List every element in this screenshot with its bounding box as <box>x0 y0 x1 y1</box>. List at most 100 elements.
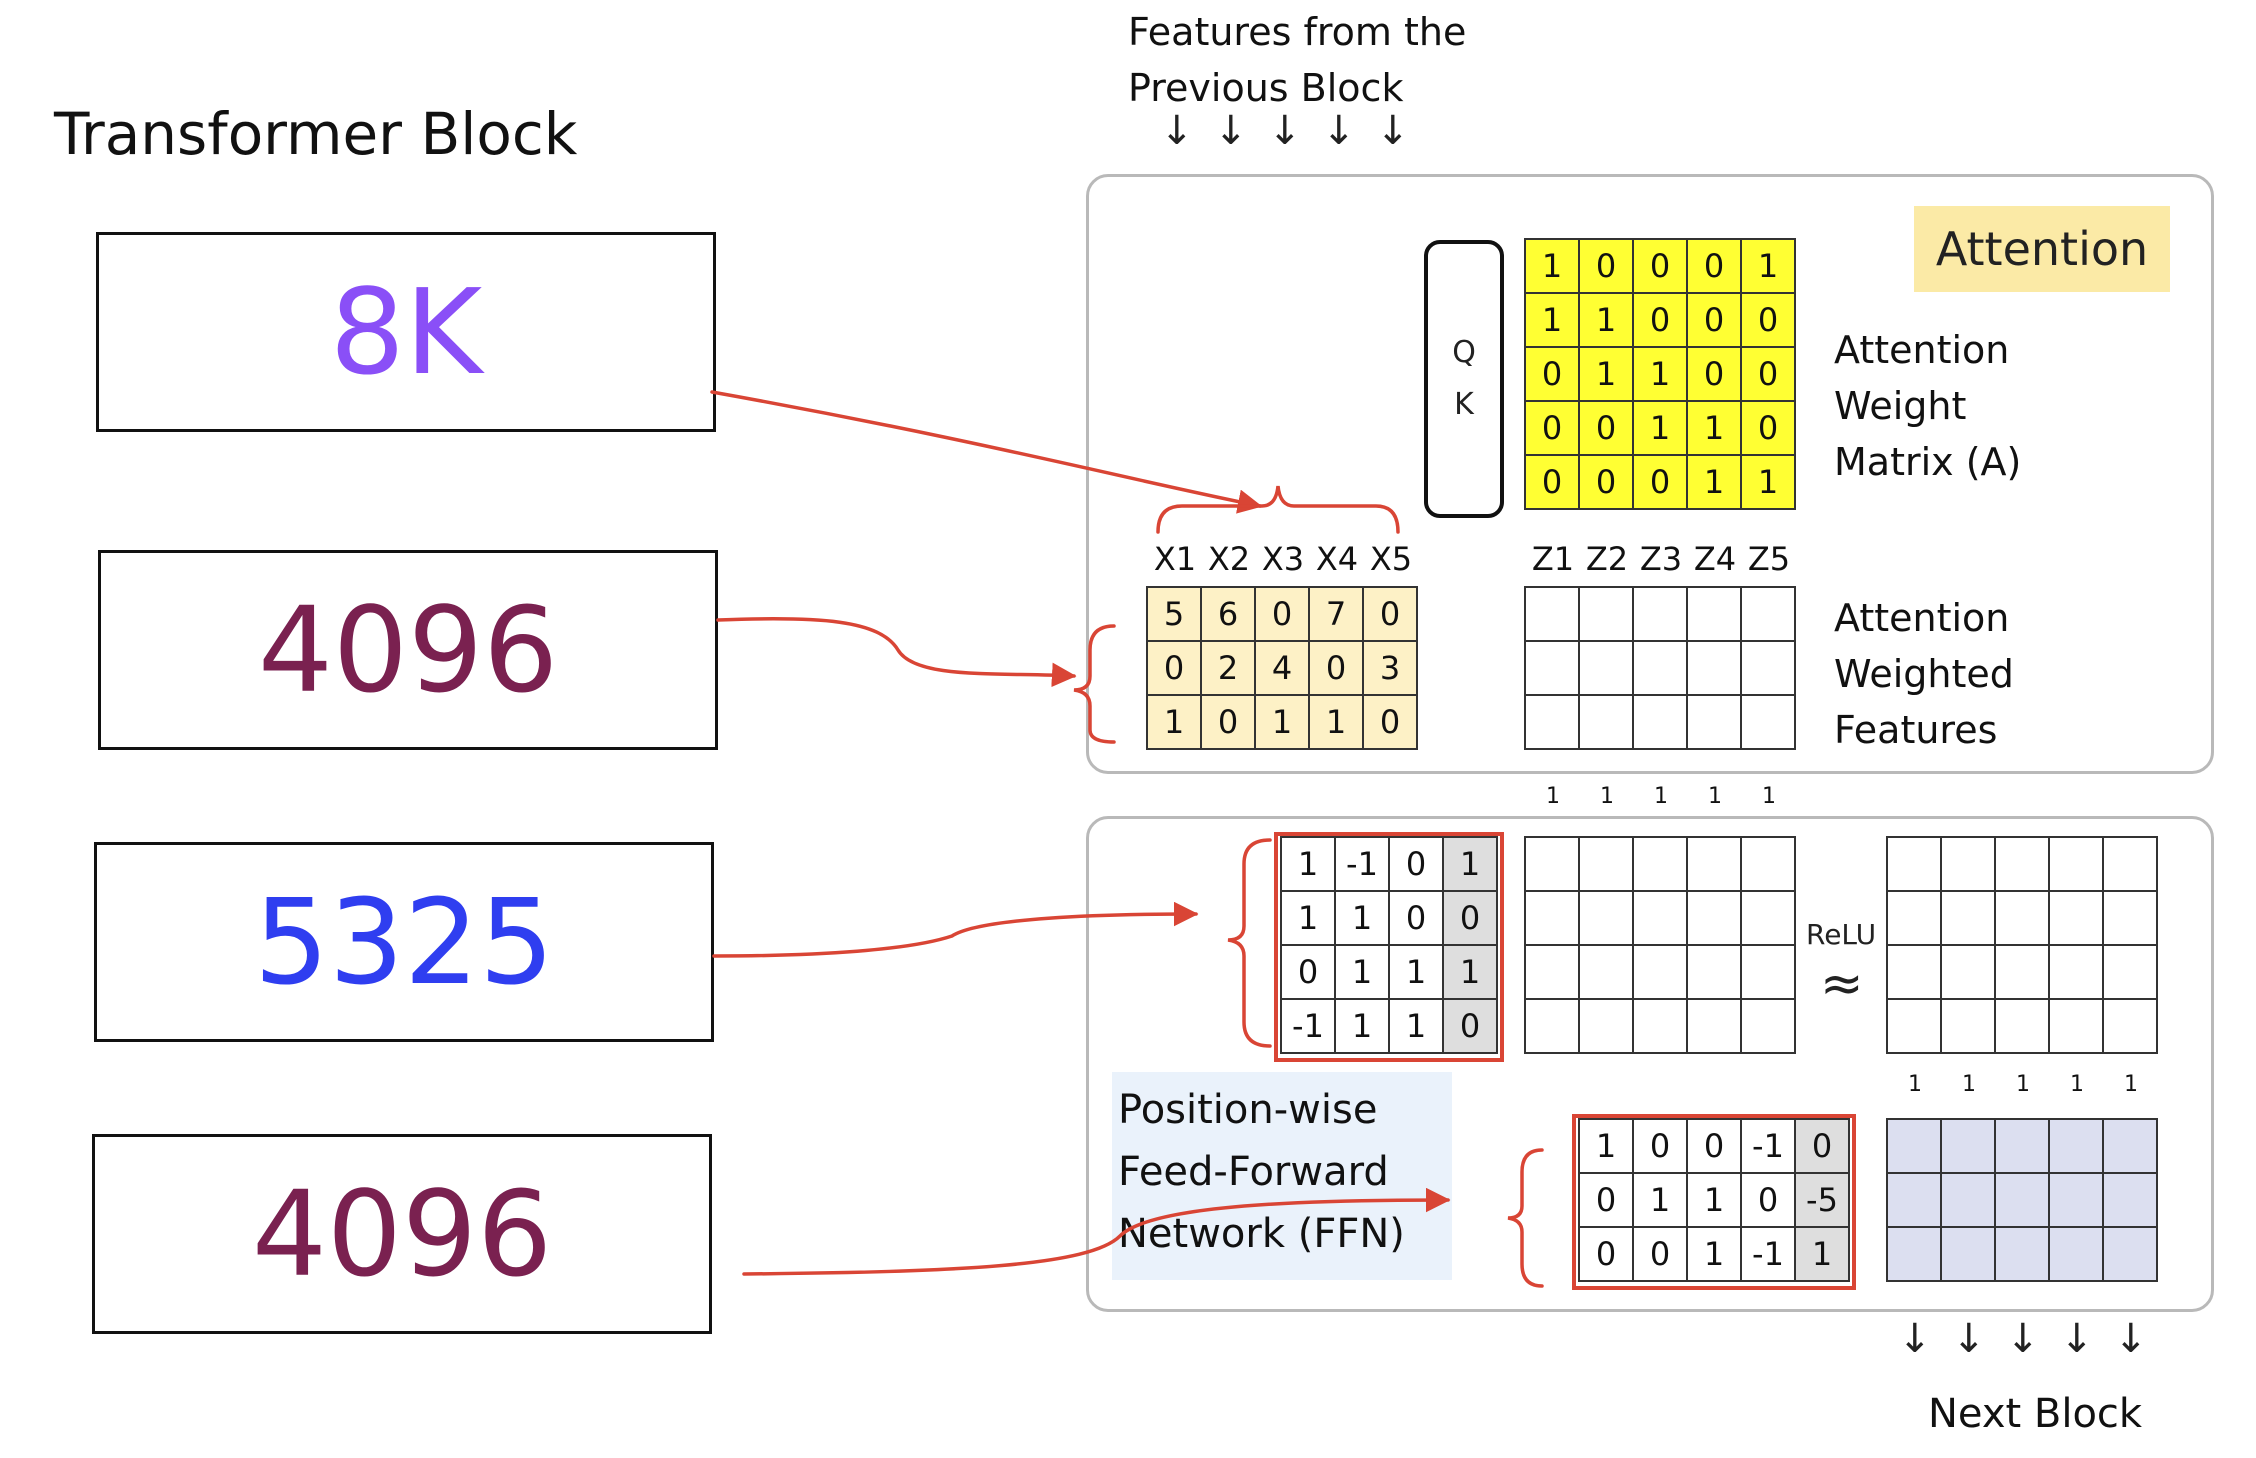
value-box-3: 5325 <box>94 842 714 1042</box>
matrix-cell: 1 <box>1336 892 1390 946</box>
empty-cell <box>1888 838 1942 892</box>
empty-cell <box>1634 1000 1688 1054</box>
column-header: Z4 <box>1693 540 1737 578</box>
matrix-cell: 0 <box>1364 696 1418 750</box>
ffn-weight-matrix-1-outline <box>1274 832 1504 1062</box>
empty-cell <box>1942 838 1996 892</box>
column-header: X4 <box>1315 540 1359 578</box>
matrix-cell: 0 <box>1634 294 1688 348</box>
qk-block: Q K <box>1424 240 1504 518</box>
empty-cell <box>1688 588 1742 642</box>
empty-cell <box>1888 892 1942 946</box>
matrix-cell: 1 <box>1634 348 1688 402</box>
input-label-line-2: Previous Block <box>1128 66 1404 110</box>
input-arrow-icon: ↓ <box>1376 108 1410 154</box>
matrix-cell: 1 <box>1580 348 1634 402</box>
ones-value: 1 <box>1600 784 1614 809</box>
matrix-cell: 0 <box>1742 294 1796 348</box>
features-label-line-1: Attention <box>1834 596 2010 640</box>
empty-cell <box>1634 838 1688 892</box>
empty-cell <box>2104 1228 2158 1282</box>
matrix-cell: 0 <box>1634 456 1688 510</box>
empty-cell <box>1634 946 1688 1000</box>
matrix-cell: -1 <box>1742 1120 1796 1174</box>
empty-cell <box>1526 838 1580 892</box>
matrix-cell: 1 <box>1390 1000 1444 1054</box>
matrix-cell: 0 <box>1688 240 1742 294</box>
matrix-cell: 0 <box>1742 1174 1796 1228</box>
matrix-cell: 1 <box>1688 402 1742 456</box>
matrix-cell: 4 <box>1256 642 1310 696</box>
empty-cell <box>2104 1120 2158 1174</box>
ones-value: 1 <box>1708 784 1722 809</box>
matrix-cell: 0 <box>1364 588 1418 642</box>
value-box-4: 4096 <box>92 1134 712 1334</box>
empty-cell <box>1688 892 1742 946</box>
matrix-cell: 0 <box>1688 348 1742 402</box>
input-label-line-1: Features from the <box>1128 10 1467 54</box>
empty-cell <box>1580 642 1634 696</box>
ones-value: 1 <box>1762 784 1776 809</box>
output-label: Next Block <box>1928 1391 2143 1437</box>
empty-cell <box>1634 892 1688 946</box>
ones-value: 1 <box>1546 784 1560 809</box>
value-box-2: 4096 <box>98 550 718 750</box>
matrix-cell: 7 <box>1310 588 1364 642</box>
matrix-cell: 5 <box>1148 588 1202 642</box>
matrix-cell: 1 <box>1742 456 1796 510</box>
column-header: Z5 <box>1747 540 1791 578</box>
empty-cell <box>1996 1120 2050 1174</box>
empty-cell <box>2104 838 2158 892</box>
empty-cell <box>1742 588 1796 642</box>
matrix-cell: 1 <box>1444 946 1498 1000</box>
column-header: X5 <box>1369 540 1413 578</box>
empty-cell <box>1526 642 1580 696</box>
matrix-label-line-1: Attention <box>1834 328 2010 372</box>
empty-cell <box>2104 1174 2158 1228</box>
matrix-cell: 0 <box>1580 1174 1634 1228</box>
ones-value: 1 <box>2124 1072 2138 1097</box>
empty-cell <box>2050 946 2104 1000</box>
empty-cell <box>1996 946 2050 1000</box>
matrix-cell: 1 <box>1390 946 1444 1000</box>
empty-cell <box>1634 696 1688 750</box>
matrix-cell: -1 <box>1742 1228 1796 1282</box>
column-header: Z3 <box>1639 540 1683 578</box>
empty-cell <box>2050 838 2104 892</box>
matrix-cell: 0 <box>1390 892 1444 946</box>
matrix-cell: 0 <box>1688 294 1742 348</box>
matrix-cell: 1 <box>1526 294 1580 348</box>
ffn-weight-matrix-2: 1 0 0 -1 0 0 1 1 0 -5 0 0 1 -1 1 <box>1578 1118 1850 1282</box>
annotation-arrow-2 <box>716 616 1077 688</box>
empty-cell <box>1996 1174 2050 1228</box>
ffn-weight-matrix-1: 1 -1 0 1 1 1 0 0 0 1 1 1 -1 1 1 0 <box>1280 836 1498 1054</box>
empty-cell <box>2050 1000 2104 1054</box>
output-arrow-icon: ↓ <box>2114 1316 2148 1362</box>
empty-cell <box>1688 642 1742 696</box>
empty-cell <box>1888 1000 1942 1054</box>
empty-cell <box>1688 838 1742 892</box>
matrix-cell: 1 <box>1444 838 1498 892</box>
matrix-cell: 1 <box>1580 294 1634 348</box>
empty-cell <box>1688 696 1742 750</box>
matrix-cell: 0 <box>1742 348 1796 402</box>
empty-cell <box>1742 946 1796 1000</box>
matrix-cell: 0 <box>1796 1120 1850 1174</box>
empty-cell <box>1526 588 1580 642</box>
matrix-cell: 1 <box>1688 1174 1742 1228</box>
empty-cell <box>1580 838 1634 892</box>
empty-cell <box>1742 1000 1796 1054</box>
matrix-cell: 0 <box>1282 946 1336 1000</box>
empty-cell <box>1942 1174 1996 1228</box>
matrix-cell: 0 <box>1310 642 1364 696</box>
matrix-cell: 1 <box>1526 240 1580 294</box>
matrix-cell: 0 <box>1580 1228 1634 1282</box>
column-header: X1 <box>1153 540 1197 578</box>
value-text-1: 8K <box>329 263 483 401</box>
empty-cell <box>1942 892 1996 946</box>
matrix-cell: 0 <box>1444 1000 1498 1054</box>
features-label-line-2: Weighted <box>1834 652 2014 696</box>
input-arrow-icon: ↓ <box>1160 108 1194 154</box>
ffn-output-matrix <box>1886 1118 2158 1282</box>
